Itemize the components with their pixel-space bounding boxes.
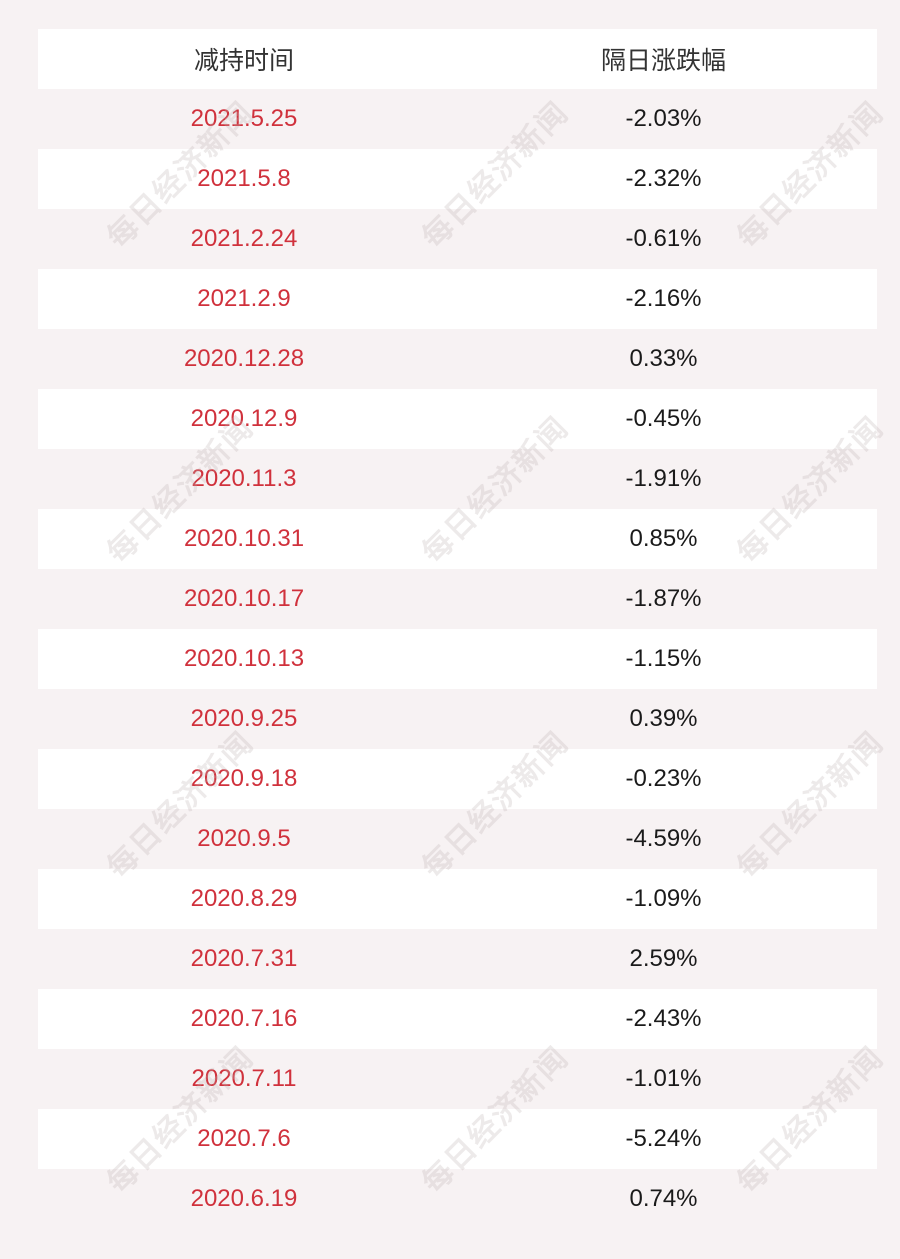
change-cell: -2.03% <box>625 105 702 132</box>
change-cell: -1.15% <box>625 645 702 672</box>
table-row: 2020.7.16 -2.43% <box>38 989 877 1049</box>
change-cell: -1.09% <box>625 885 702 912</box>
date-cell: 2020.9.18 <box>190 765 298 792</box>
date-cell: 2020.6.19 <box>190 1185 298 1212</box>
date-cell: 2020.9.25 <box>190 705 298 732</box>
table-row: 2020.11.3 -1.91% <box>38 449 877 509</box>
table-row: 2021.5.25 -2.03% <box>38 89 877 149</box>
date-cell: 2021.5.8 <box>197 165 291 192</box>
change-cell: -2.16% <box>625 285 702 312</box>
table-row: 2020.8.29 -1.09% <box>38 869 877 929</box>
table-row: 2021.5.8 -2.32% <box>38 149 877 209</box>
date-cell: 2021.2.24 <box>190 225 298 252</box>
date-cell: 2020.12.28 <box>183 345 305 372</box>
date-cell: 2020.7.11 <box>191 1065 297 1092</box>
table-row: 2020.9.25 0.39% <box>38 689 877 749</box>
change-cell: 0.33% <box>629 345 698 372</box>
table-row: 2020.7.11 -1.01% <box>38 1049 877 1109</box>
table-row: 2021.2.9 -2.16% <box>38 269 877 329</box>
header-change: 隔日涨跌幅 <box>600 47 726 75</box>
change-cell: -1.01% <box>625 1065 702 1092</box>
date-cell: 2020.8.29 <box>190 885 298 912</box>
date-cell: 2020.7.16 <box>190 1005 298 1032</box>
table-row: 2020.7.6 -5.24% <box>38 1109 877 1169</box>
change-cell: -1.91% <box>625 465 702 492</box>
date-cell: 2020.9.5 <box>197 825 291 852</box>
change-cell: -2.43% <box>625 1005 702 1032</box>
change-cell: -0.45% <box>625 405 702 432</box>
table-header: 减持时间 隔日涨跌幅 <box>38 29 877 89</box>
table-row: 2020.12.28 0.33% <box>38 329 877 389</box>
date-cell: 2021.2.9 <box>197 285 291 312</box>
date-cell: 2021.5.25 <box>190 105 298 132</box>
table-body: 2021.5.25 -2.03% 2021.5.8 -2.32% 2021.2.24 -0… <box>38 89 877 1229</box>
table-row: 2020.10.13 -1.15% <box>38 629 877 689</box>
date-cell: 2020.10.31 <box>183 525 305 552</box>
change-cell: 0.39% <box>629 705 698 732</box>
date-cell: 2020.12.9 <box>190 405 298 432</box>
header-date: 减持时间 <box>193 47 294 75</box>
table-row: 2020.9.5 -4.59% <box>38 809 877 869</box>
change-cell: -4.59% <box>625 825 702 852</box>
table-row: 2020.6.19 0.74% <box>38 1169 877 1229</box>
change-cell: -0.23% <box>625 765 702 792</box>
date-cell: 2020.10.17 <box>183 585 305 612</box>
change-cell: 0.85% <box>629 525 698 552</box>
reduction-table: 减持时间 隔日涨跌幅 2021.5.25 -2.03% 2021.5.8 -2.32%… <box>38 29 877 1229</box>
table-row: 2020.10.17 -1.87% <box>38 569 877 629</box>
change-cell: 0.74% <box>629 1185 698 1212</box>
change-cell: -5.24% <box>625 1125 702 1152</box>
table-row: 2020.9.18 -0.23% <box>38 749 877 809</box>
table-row: 2020.10.31 0.85% <box>38 509 877 569</box>
table-row: 2020.12.9 -0.45% <box>38 389 877 449</box>
date-cell: 2020.11.3 <box>191 465 297 492</box>
change-cell: -0.61% <box>625 225 702 252</box>
date-cell: 2020.10.13 <box>183 645 305 672</box>
table-row: 2020.7.31 2.59% <box>38 929 877 989</box>
table-row: 2021.2.24 -0.61% <box>38 209 877 269</box>
date-cell: 2020.7.6 <box>197 1125 291 1152</box>
date-cell: 2020.7.31 <box>190 945 298 972</box>
change-cell: -2.32% <box>625 165 702 192</box>
change-cell: 2.59% <box>629 945 698 972</box>
change-cell: -1.87% <box>625 585 702 612</box>
